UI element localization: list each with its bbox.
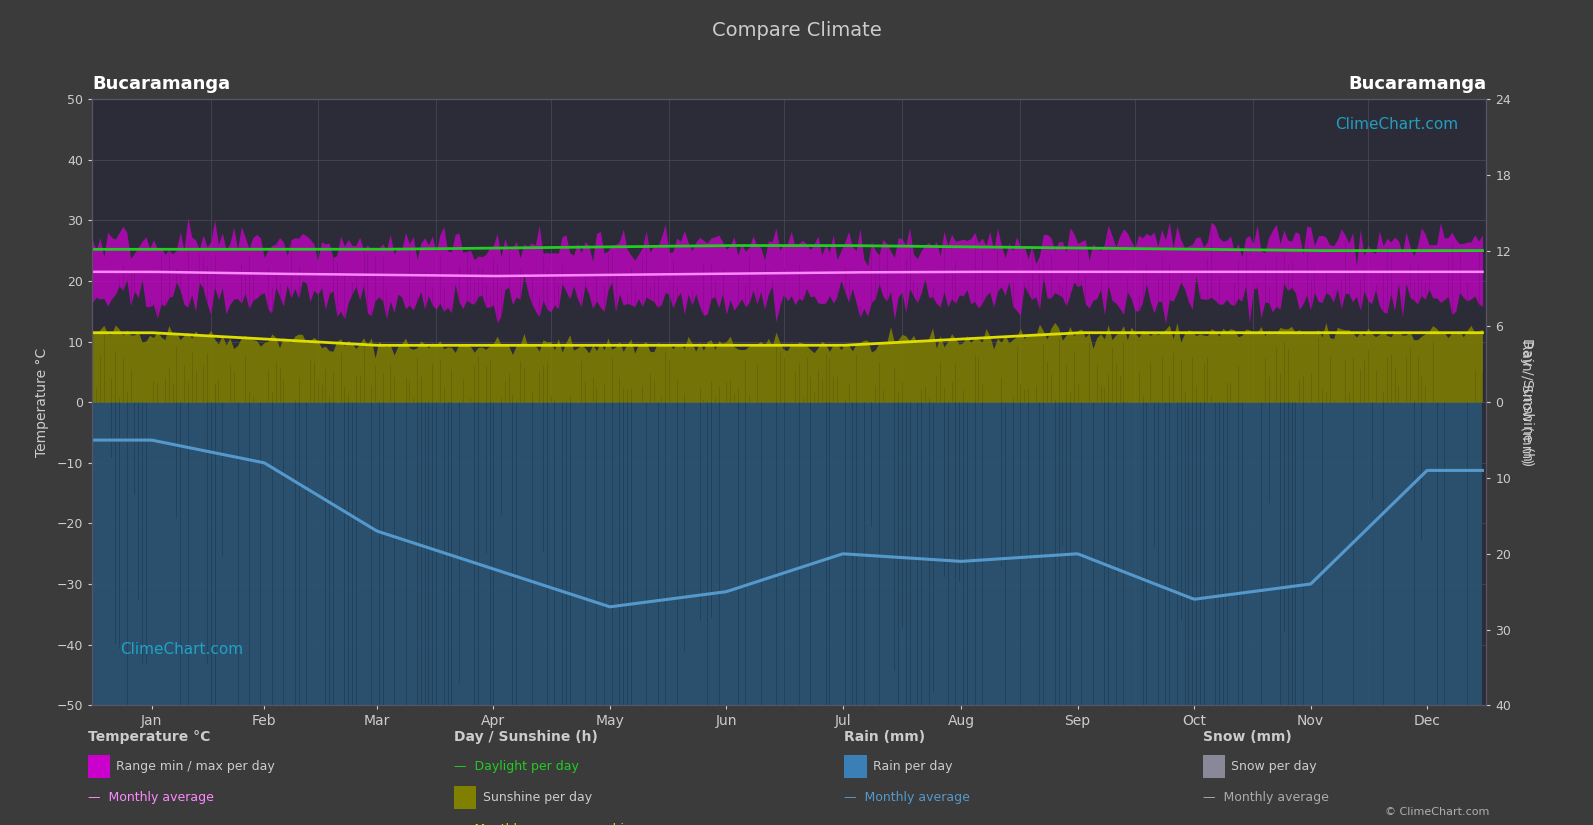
Text: © ClimeChart.com: © ClimeChart.com (1384, 807, 1489, 817)
Text: ClimeChart.com: ClimeChart.com (121, 642, 244, 657)
Text: Rain per day: Rain per day (873, 760, 953, 773)
Y-axis label: Rain / Snow (mm): Rain / Snow (mm) (1520, 341, 1534, 464)
Text: Snow (mm): Snow (mm) (1203, 730, 1292, 744)
Text: Temperature °C: Temperature °C (88, 730, 210, 744)
Text: —  Monthly average: — Monthly average (88, 791, 213, 804)
Text: Sunshine per day: Sunshine per day (483, 791, 593, 804)
Y-axis label: Day / Sunshine (h): Day / Sunshine (h) (1520, 338, 1534, 466)
Text: Snow per day: Snow per day (1231, 760, 1317, 773)
Text: —  Daylight per day: — Daylight per day (454, 760, 578, 773)
Text: Compare Climate: Compare Climate (712, 21, 881, 40)
Text: Rain (mm): Rain (mm) (844, 730, 926, 744)
Text: Day / Sunshine (h): Day / Sunshine (h) (454, 730, 597, 744)
Text: Range min / max per day: Range min / max per day (116, 760, 276, 773)
Text: ClimeChart.com: ClimeChart.com (1335, 117, 1459, 132)
Text: —  Monthly average: — Monthly average (1203, 791, 1329, 804)
Text: —  Monthly average: — Monthly average (844, 791, 970, 804)
Text: —  Monthly average sunshine: — Monthly average sunshine (454, 823, 640, 825)
Text: Bucaramanga: Bucaramanga (92, 75, 231, 93)
Text: Bucaramanga: Bucaramanga (1348, 75, 1486, 93)
Y-axis label: Temperature °C: Temperature °C (35, 347, 48, 457)
